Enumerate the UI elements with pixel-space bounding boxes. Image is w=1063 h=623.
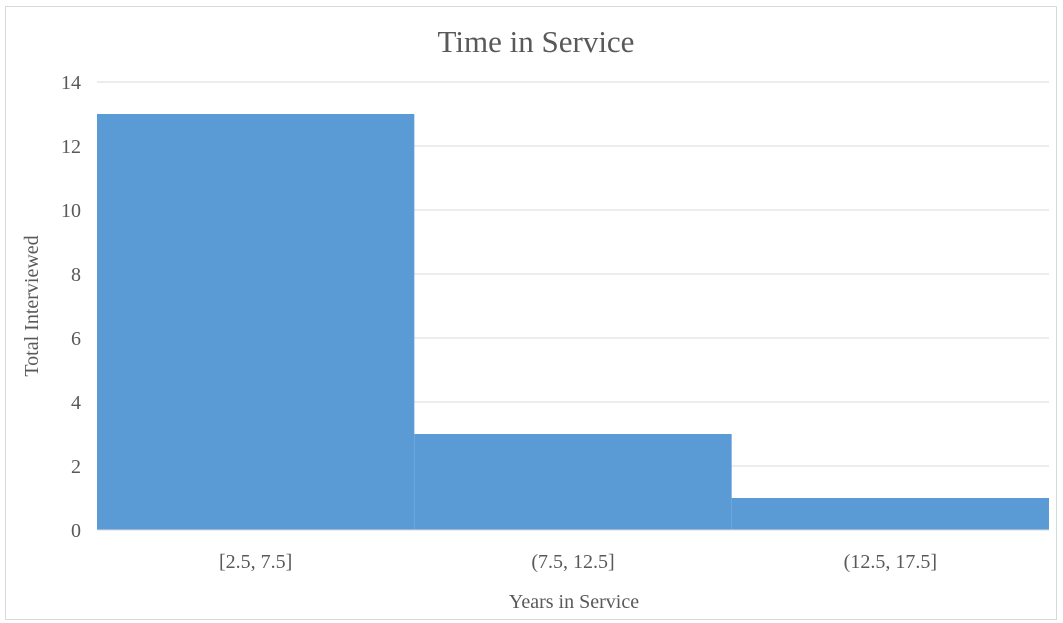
y-tick-label: 6 (71, 328, 81, 350)
x-axis-title: Years in Service (509, 591, 639, 613)
y-tick-label: 0 (71, 520, 81, 542)
histogram-bar (97, 114, 415, 530)
y-tick-label: 8 (71, 264, 81, 286)
chart-title: Time in Service (438, 24, 635, 59)
bars (97, 114, 1049, 530)
x-tick-label: (12.5, 17.5] (844, 551, 937, 573)
histogram-bar (414, 434, 732, 530)
x-tick-label: [2.5, 7.5] (219, 551, 292, 573)
x-tick-label: (7.5, 12.5] (531, 551, 614, 573)
y-tick-labels: 0 2 4 6 8 10 12 14 (61, 72, 81, 542)
y-tick-label: 10 (61, 200, 81, 222)
y-tick-label: 2 (71, 456, 81, 478)
y-tick-label: 14 (61, 72, 81, 94)
y-tick-label: 12 (61, 136, 81, 158)
y-axis-title: Total Interviewed (21, 235, 43, 376)
x-tick-labels: [2.5, 7.5] (7.5, 12.5] (12.5, 17.5] (219, 551, 937, 573)
histogram-bar (731, 498, 1049, 530)
y-tick-label: 4 (71, 392, 81, 414)
